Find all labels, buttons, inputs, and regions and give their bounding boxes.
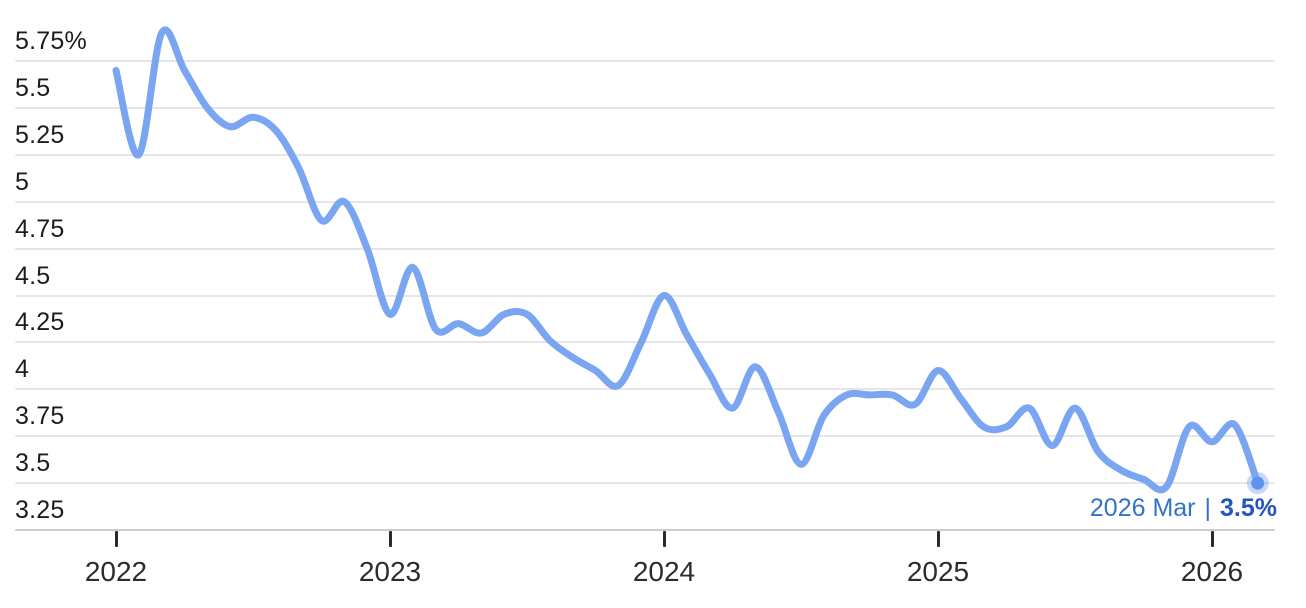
y-axis-label: 4.25	[15, 308, 65, 336]
annotation-date: 2026 Mar	[1089, 494, 1196, 522]
x-axis-label: 2022	[84, 556, 148, 587]
y-axis-label: 3.75	[15, 402, 65, 430]
annotation-value: 3.5%	[1220, 494, 1277, 522]
gridline	[15, 60, 1275, 62]
x-axis-label: 2026	[1180, 556, 1244, 587]
gridline	[15, 295, 1275, 297]
y-axis-label: 5.25	[15, 121, 65, 149]
current-value-annotation: 2026 Mar | 3.5%	[1090, 494, 1277, 522]
gridline	[15, 107, 1275, 109]
x-axis-tick	[114, 531, 118, 547]
annotation-separator: |	[1204, 494, 1212, 522]
current-value-dot	[1251, 476, 1265, 490]
y-axis-label: 5	[15, 168, 30, 196]
y-axis-label: 5.5	[15, 74, 51, 102]
y-axis-label: 4.75	[15, 215, 65, 243]
rate-line	[112, 26, 1262, 494]
x-axis-label: 2025	[906, 556, 970, 587]
y-axis-label: 3.25	[15, 496, 65, 524]
gridline	[15, 154, 1275, 156]
gridline	[15, 201, 1275, 203]
x-axis-label: 2024	[632, 556, 696, 587]
x-axis-line	[15, 529, 1275, 531]
y-axis-label: 4	[15, 355, 30, 383]
x-axis-tick	[936, 531, 940, 547]
x-axis-tick	[388, 531, 392, 547]
gridline	[15, 435, 1275, 437]
x-axis-tick	[662, 531, 666, 547]
y-axis-label: 3.5	[15, 449, 51, 477]
y-axis-label: 4.5	[15, 262, 51, 290]
gridline	[15, 248, 1275, 250]
gridline	[15, 482, 1275, 484]
x-axis-tick	[1210, 531, 1214, 547]
x-axis-label: 2023	[358, 556, 422, 587]
y-axis-label: 5.75%	[15, 27, 87, 55]
gridline	[15, 388, 1275, 390]
